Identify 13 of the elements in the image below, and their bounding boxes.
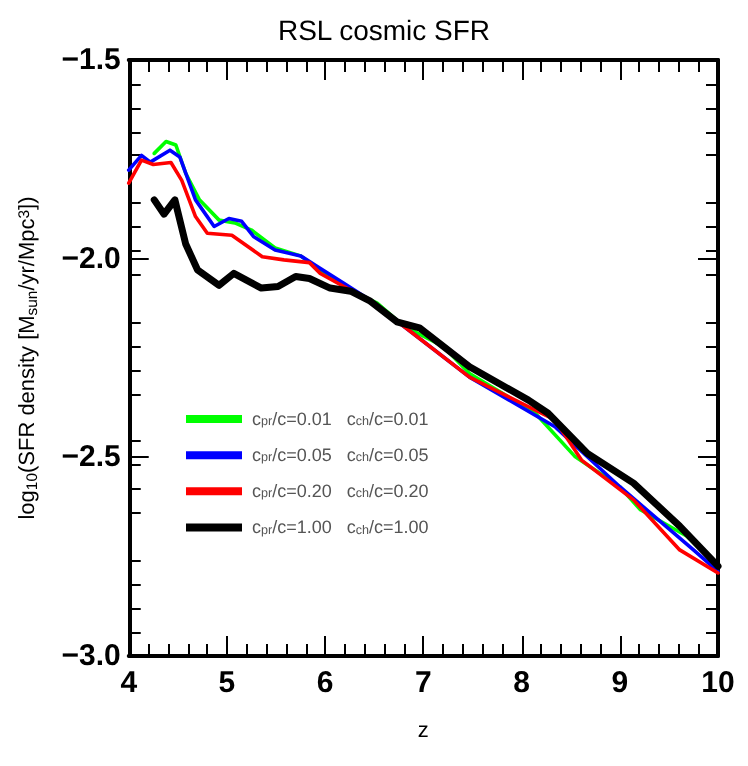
x-axis-title: z — [417, 719, 429, 743]
x-tick-label: 8 — [513, 666, 530, 700]
x-tick-label: 6 — [316, 666, 334, 700]
y-tick-label: −3.0 — [61, 639, 121, 673]
x-tick-label: 4 — [120, 666, 139, 700]
y-tick-label: −2.5 — [61, 440, 121, 475]
x-tick-label: 9 — [611, 666, 629, 700]
y-tick-label: −2.0 — [61, 241, 121, 276]
x-tick-label: 10 — [701, 666, 735, 700]
y-tick-label: −1.5 — [61, 43, 121, 77]
x-tick-label: 7 — [415, 666, 432, 700]
chart-title: RSL cosmic SFR — [277, 14, 491, 46]
x-tick-label: 5 — [218, 666, 236, 700]
